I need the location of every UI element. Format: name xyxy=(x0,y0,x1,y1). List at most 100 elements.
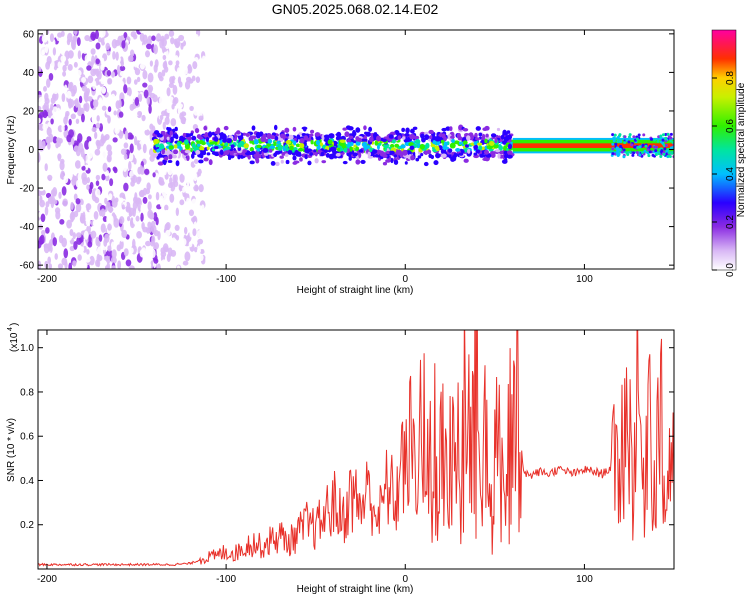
heatmap-cell xyxy=(410,154,415,161)
heatmap-cell xyxy=(62,198,68,207)
heatmap-cell xyxy=(483,149,490,155)
heatmap-cell xyxy=(173,144,178,149)
heatmap-cell xyxy=(292,155,297,161)
heatmap-cell xyxy=(280,159,284,164)
heatmap-cell xyxy=(347,139,352,143)
heatmap-cell xyxy=(96,246,103,255)
heatmap-cell xyxy=(174,224,180,231)
heatmap-cell xyxy=(148,165,153,173)
heatmap-cell xyxy=(119,65,126,72)
heatmap-cell xyxy=(58,191,62,199)
heatmap-cell xyxy=(104,37,110,45)
heatmap-cell xyxy=(223,198,229,205)
heatmap-cell xyxy=(221,63,227,71)
heatmap-cell xyxy=(273,124,278,131)
heatmap-cell xyxy=(230,144,235,149)
heatmap-cell xyxy=(440,148,447,155)
heatmap-cell xyxy=(285,139,292,145)
heatmap-cell xyxy=(67,64,73,71)
heatmap-cell xyxy=(307,160,312,166)
heatmap-cell xyxy=(106,50,111,56)
heatmap-cell xyxy=(185,218,192,228)
heatmap-cell xyxy=(287,149,293,155)
heatmap-cell xyxy=(161,187,167,197)
heatmap-cell xyxy=(75,203,82,213)
heatmap-cell xyxy=(73,30,78,36)
heatmap-cell xyxy=(161,259,167,267)
heatmap-cell xyxy=(213,245,220,256)
heatmap-cell xyxy=(185,163,190,170)
heatmap-cell xyxy=(76,37,81,47)
heatmap-cell xyxy=(211,45,217,55)
heatmap-cell xyxy=(628,133,632,137)
heatmap-cell xyxy=(620,150,624,154)
heatmap-cell xyxy=(94,188,101,198)
heatmap-cell xyxy=(200,39,205,49)
heatmap-cell xyxy=(92,80,97,90)
heatmap-cell xyxy=(391,139,396,144)
heatmap-cell xyxy=(344,131,350,138)
heatmap-cell xyxy=(206,97,211,104)
heatmap-cell xyxy=(195,42,200,49)
heatmap-cell xyxy=(664,137,668,141)
heatmap-cell xyxy=(256,144,262,149)
heatmap-cell xyxy=(94,131,98,140)
heatmap-cell xyxy=(219,184,223,193)
heatmap-cell xyxy=(212,170,218,180)
heatmap-cell xyxy=(198,159,204,164)
heatmap-cell xyxy=(52,47,57,56)
heatmap-cell xyxy=(187,30,191,37)
heatmap-cell xyxy=(349,146,353,152)
heatmap-cell xyxy=(665,149,669,153)
snr-x-ticks: -200 -100 0 100 xyxy=(37,330,593,585)
heatmap-cell xyxy=(129,170,134,178)
heatmap-cell xyxy=(175,60,180,66)
heatmap-cell xyxy=(130,217,134,226)
heatmap-cell xyxy=(274,135,279,141)
heatmap-cell xyxy=(490,152,496,158)
colorbar-tick-label: 0.6 xyxy=(725,119,736,133)
heatmap-cell xyxy=(53,87,59,94)
heatmap-cell xyxy=(137,143,142,151)
y-tick-label: 40 xyxy=(23,68,35,79)
heatmap-cell xyxy=(44,163,48,172)
heatmap-cell xyxy=(253,139,259,145)
heatmap-cell xyxy=(213,146,219,150)
heatmap-cell xyxy=(204,30,210,34)
heatmap-cell xyxy=(616,149,620,153)
heatmap-cell xyxy=(661,133,665,137)
heatmap-cell xyxy=(220,44,226,52)
heatmap-cell xyxy=(237,154,241,160)
heatmap-cell xyxy=(143,89,149,99)
heatmap-cell xyxy=(314,132,321,137)
heatmap-cell xyxy=(631,153,635,157)
heatmap-cell xyxy=(163,199,168,206)
heatmap-cell xyxy=(184,149,191,154)
heatmap-cell xyxy=(289,145,294,151)
heatmap-cell xyxy=(101,181,106,192)
heatmap-cell xyxy=(100,133,105,144)
x-tick-label: 100 xyxy=(576,274,593,285)
page-title: GN05.2025.068.02.14.E02 xyxy=(272,1,439,17)
heatmap-cell xyxy=(123,182,129,192)
heatmap-cell xyxy=(88,140,93,149)
heatmap-cell xyxy=(193,246,198,253)
heatmap-cell xyxy=(198,184,204,193)
heatmap-cell xyxy=(38,152,41,163)
heatmap-cell xyxy=(633,145,637,149)
heatmap-cell xyxy=(478,132,483,137)
spectrogram-y-label: Frequency (Hz) xyxy=(6,116,17,185)
heatmap-cell xyxy=(451,138,455,144)
heatmap-cell xyxy=(121,115,127,124)
heatmap-cell xyxy=(49,33,54,43)
heatmap-cell xyxy=(38,43,42,50)
heatmap-cell xyxy=(309,133,314,137)
heatmap-cell xyxy=(206,229,211,238)
heatmap-cell xyxy=(145,240,151,247)
heatmap-cell xyxy=(268,148,273,153)
heatmap-cell xyxy=(159,114,164,121)
heatmap-cell xyxy=(217,239,222,249)
heatmap-cell xyxy=(277,145,283,151)
heatmap-cell xyxy=(39,234,45,245)
y-tick-label: 1.0 xyxy=(20,343,34,354)
